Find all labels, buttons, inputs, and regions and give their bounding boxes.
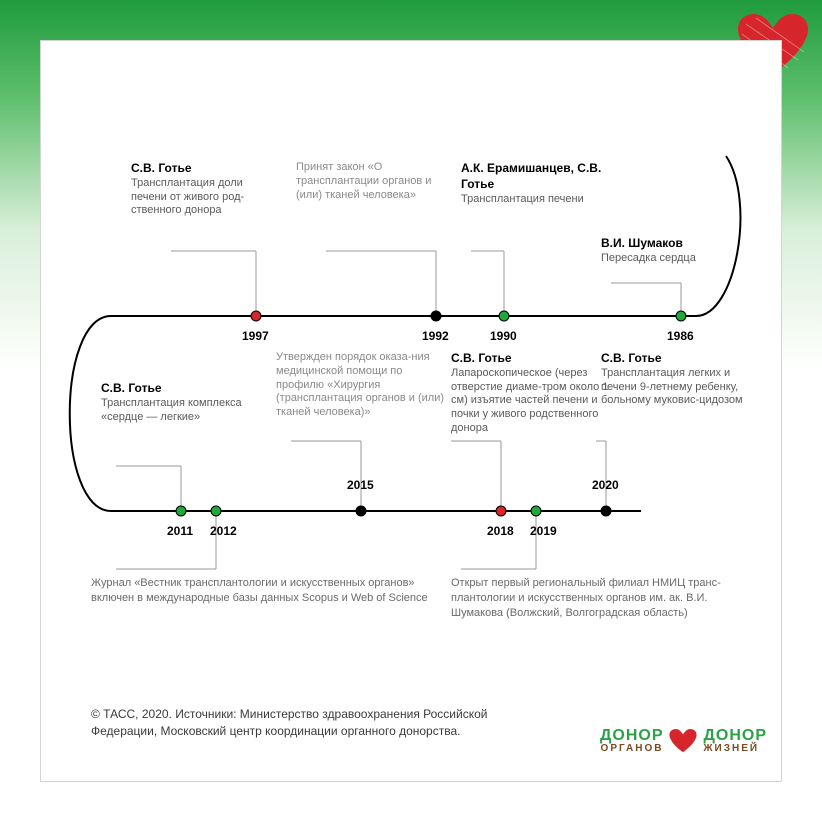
donor-badge: ДОНОР ОРГАНОВ ДОНОР ЖИЗНЕЙ <box>600 728 767 753</box>
svg-text:2020: 2020 <box>592 478 619 492</box>
donor-left-small: ОРГАНОВ <box>601 744 664 754</box>
event-1992-law: Принят закон «О трансплантации органов и… <box>296 161 446 202</box>
svg-text:2012: 2012 <box>210 524 237 538</box>
svg-text:1992: 1992 <box>422 329 449 343</box>
footnote-2019: Открыт первый региональный филиал НМИЦ т… <box>451 576 761 621</box>
svg-text:1986: 1986 <box>667 329 694 343</box>
credit-text: © ТАСС, 2020. Источники: Министерство зд… <box>91 706 511 741</box>
event-2015-order: Утвержден порядок оказа-ния медицинской … <box>276 351 446 420</box>
event-2011: С.В. ГотьеТрансплантация комплекса «серд… <box>101 381 251 424</box>
footnote-2012: Журнал «Вестник трансплантологии и искус… <box>91 576 431 606</box>
svg-text:1990: 1990 <box>490 329 517 343</box>
event-1990: А.К. Ерамишанцев, С.В. ГотьеТрансплантац… <box>461 161 611 206</box>
event-1986: В.И. ШумаковПересадка сердца <box>601 236 751 266</box>
svg-text:2015: 2015 <box>347 478 374 492</box>
content-panel: 1997 1992 1990 1986 2011 2012 2015 2018 2019 2020… <box>40 40 782 782</box>
donor-right-big: ДОНОР <box>703 728 767 743</box>
event-1997: С.В. ГотьеТрансплантация доли печени от … <box>131 161 281 218</box>
event-2018: С.В. ГотьеЛапароскопическое (через отвер… <box>451 351 611 436</box>
svg-text:2018: 2018 <box>487 524 514 538</box>
donor-right-small: ЖИЗНЕЙ <box>703 744 759 754</box>
svg-text:2011: 2011 <box>167 524 193 538</box>
svg-text:2019: 2019 <box>530 524 557 538</box>
outer-frame: 1997 1992 1990 1986 2011 2012 2015 2018 2019 2020… <box>0 0 822 822</box>
event-2020: С.В. ГотьеТрансплантация легких и печени… <box>601 351 751 408</box>
donor-left-big: ДОНОР <box>600 728 664 743</box>
svg-text:1997: 1997 <box>242 329 269 343</box>
heart-small-icon <box>669 729 697 753</box>
